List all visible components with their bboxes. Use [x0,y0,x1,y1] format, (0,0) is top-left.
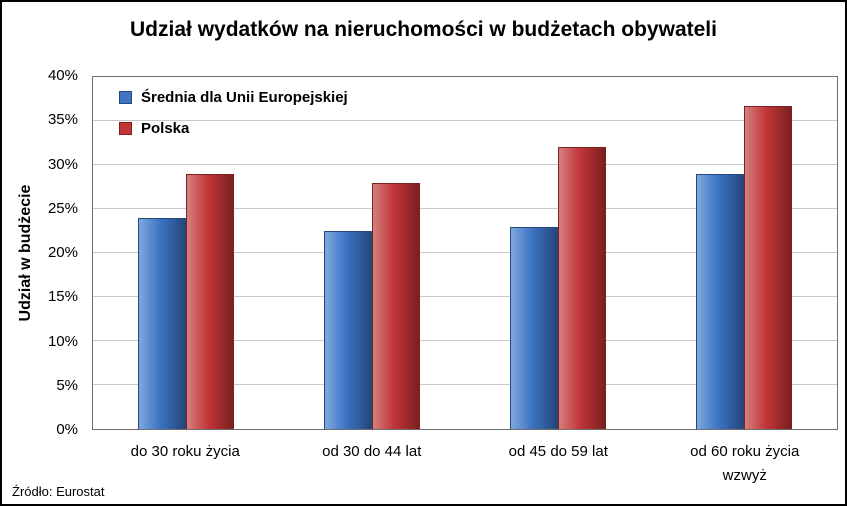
gridline [93,296,837,297]
bar-group [279,77,465,429]
y-tick-label: 15% [47,288,78,306]
bar [696,173,744,429]
y-tick-label: 35% [47,111,78,129]
legend-item: Średnia dla Unii Europejskiej [119,89,348,106]
gridline [93,384,837,385]
bar-group [651,77,837,429]
x-axis-label: od 30 do 44 lat [322,443,422,460]
bar-group [93,77,279,429]
bar [324,231,372,429]
x-axis-label: od 60 roku życia wzwyż [690,443,800,484]
gridline [93,120,837,121]
bar [186,173,234,429]
gridline [93,164,837,165]
y-tick-label: 30% [47,155,78,173]
gridlines [93,77,837,429]
gridline [93,252,837,253]
bar [372,182,420,429]
chart-title: Udział wydatków na nieruchomości w budże… [130,18,717,41]
gridline [93,208,837,209]
bar [744,106,792,429]
y-tick-label: 5% [56,376,78,394]
y-tick-label: 40% [47,67,78,84]
x-axis-labels: do 30 roku życia od 30 do 44 lat od 45 do … [92,440,838,488]
legend-label: Średnia dla Unii Europejskiej [141,89,348,106]
bar-group [465,77,651,429]
bar-groups [93,77,837,429]
y-tick-label: 25% [47,199,78,217]
plot-area: Średnia dla Unii Europejskiej Polska [92,76,838,430]
legend: Średnia dla Unii Europejskiej Polska [119,89,348,137]
x-axis-label: do 30 roku życia [130,443,240,460]
bar [510,226,558,429]
y-tick-label: 20% [47,244,78,261]
y-tick-label: 0% [56,421,78,438]
y-axis-tick-labels: 0% 5% 10% 15% 20% 25% 30% 35% 40% [2,67,86,438]
legend-label: Polska [141,120,190,137]
bar [138,217,186,429]
source-note: Źródło: Eurostat [12,484,105,499]
bar [558,147,606,429]
legend-swatch [119,122,132,135]
legend-item: Polska [119,120,348,137]
y-tick-label: 10% [47,332,78,350]
legend-swatch [119,91,132,104]
gridline [93,340,837,341]
x-axis-label: od 45 do 59 lat [508,443,608,460]
